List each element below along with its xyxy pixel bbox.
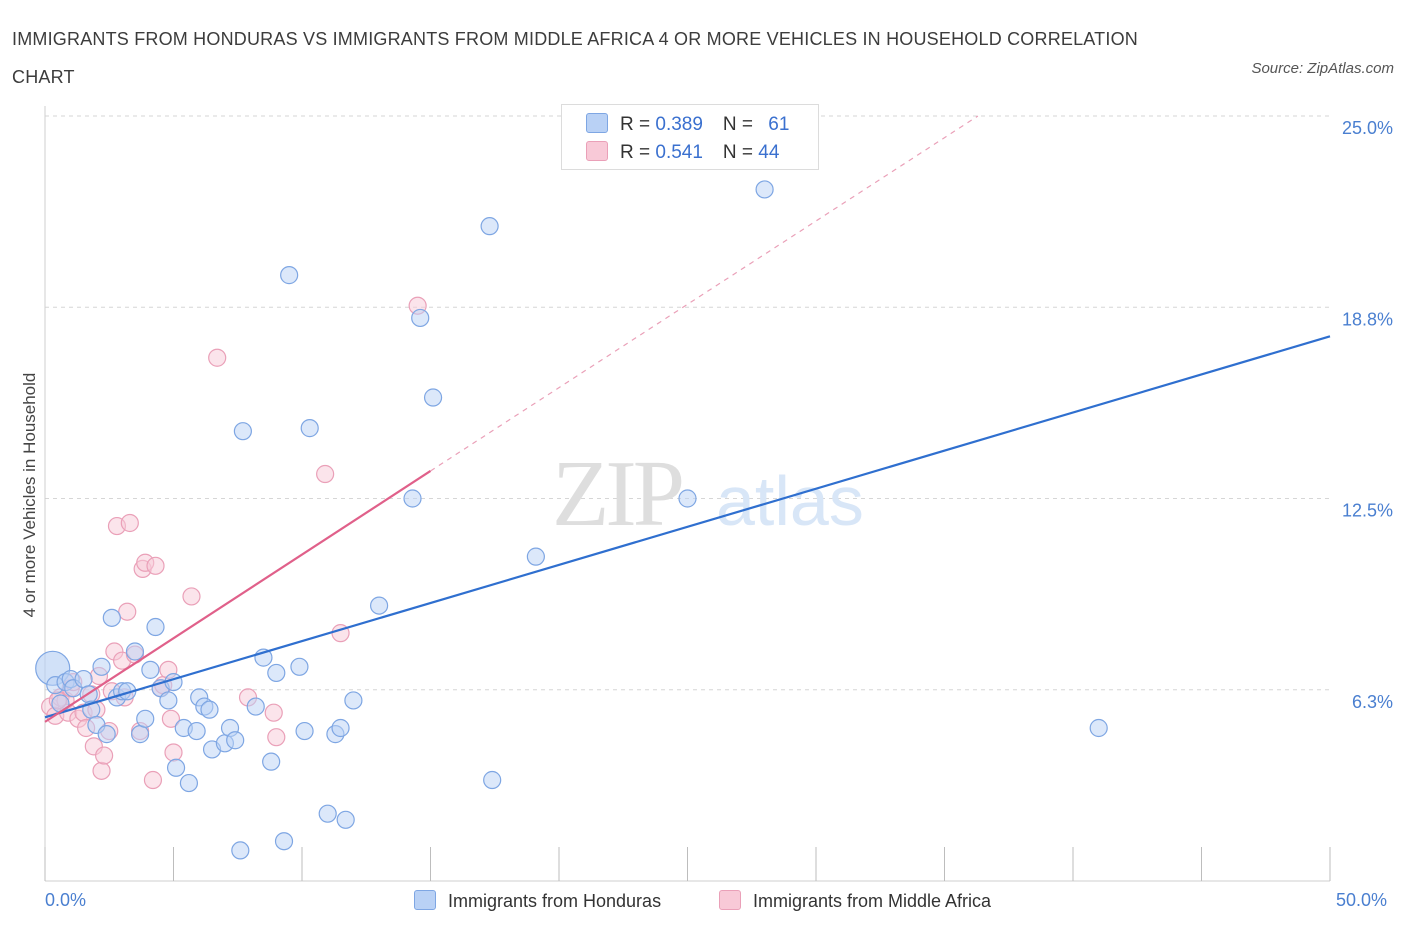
honduras-point	[262, 752, 281, 771]
middle-africa-trend-extension	[430, 115, 979, 472]
middle-africa-point	[146, 556, 165, 575]
honduras-point	[125, 642, 145, 661]
honduras-point	[295, 721, 314, 741]
honduras-point	[274, 832, 294, 851]
honduras-point	[187, 721, 206, 741]
watermark: ZIP atlas	[552, 442, 864, 546]
series-honduras	[35, 180, 1108, 860]
honduras-trend-line	[44, 335, 1331, 719]
honduras-point	[344, 691, 363, 710]
honduras-point	[1089, 718, 1108, 738]
x-axis-min-label: 0.0%	[45, 890, 87, 910]
legend-row-honduras: R = 0.389 N = 61	[586, 113, 789, 139]
honduras-point	[166, 758, 186, 777]
honduras-point	[97, 725, 116, 744]
y-tick-label: 25.0%	[1342, 118, 1393, 138]
honduras-point	[92, 657, 111, 676]
honduras-point	[403, 489, 422, 508]
bottom-legend-middle-africa: Immigrants from Middle Africa	[719, 890, 991, 912]
honduras-point	[483, 770, 502, 790]
honduras-point	[159, 691, 178, 710]
middle-africa-point	[161, 709, 181, 728]
honduras-point	[331, 718, 350, 738]
honduras-point	[102, 608, 121, 627]
legend-r-label: R =	[620, 142, 656, 163]
bottom-legend: Immigrants from Honduras Immigrants from…	[0, 890, 1406, 916]
honduras-point	[179, 773, 199, 793]
watermark-zip: ZIP	[552, 442, 682, 546]
source-label: Source: ZipAtlas.com	[1251, 60, 1394, 77]
honduras-point	[200, 700, 219, 719]
honduras-point	[74, 669, 93, 689]
middle-africa-point	[182, 587, 201, 606]
y-tick-label: 12.5%	[1342, 501, 1393, 521]
honduras-point	[480, 217, 499, 236]
y-tick-labels: 25.0% 18.8% 12.5% 6.3%	[1342, 118, 1393, 712]
middle-africa-point	[120, 513, 139, 533]
honduras-point	[290, 657, 309, 676]
legend-n-value: 61	[768, 114, 790, 135]
middle-africa-point	[92, 761, 111, 780]
honduras-point	[136, 709, 155, 728]
legend: R = 0.389 N = 61 R = 0.541 N = 44	[561, 104, 819, 170]
honduras-point	[370, 596, 389, 615]
legend-r-value: 0.541	[655, 142, 703, 163]
y-tick-label: 18.8%	[1342, 309, 1393, 329]
honduras-point	[233, 422, 252, 441]
honduras-point	[226, 731, 245, 750]
middle-africa-point	[95, 746, 114, 765]
honduras-point	[755, 180, 774, 199]
series-middle-africa	[41, 296, 427, 790]
honduras-swatch	[414, 890, 436, 910]
honduras-point	[141, 660, 160, 679]
legend-n-label: N =	[722, 114, 759, 135]
honduras-point	[300, 419, 319, 438]
bottom-legend-honduras-label: Immigrants from Honduras	[448, 891, 662, 911]
honduras-point	[130, 725, 150, 744]
trend-lines	[44, 115, 1331, 723]
middle-africa-point	[267, 728, 286, 747]
chart-title: IMMIGRANTS FROM HONDURAS VS IMMIGRANTS F…	[12, 29, 1138, 87]
bottom-legend-honduras: Immigrants from Honduras	[414, 890, 661, 912]
honduras-point	[411, 308, 430, 328]
honduras-point	[526, 547, 545, 566]
axes	[44, 106, 1331, 882]
honduras-swatch	[586, 113, 608, 133]
bottom-legend-middle-africa-label: Immigrants from Middle Africa	[753, 891, 992, 911]
middle-africa-point	[143, 770, 163, 790]
middle-africa-point	[118, 602, 137, 621]
legend-row-middle-africa: R = 0.541 N = 44	[586, 141, 779, 167]
middle-africa-point	[264, 703, 283, 722]
honduras-point	[146, 617, 165, 637]
middle-africa-point	[164, 743, 183, 762]
middle-africa-trend-line	[44, 470, 432, 723]
y-tick-label: 6.3%	[1352, 692, 1393, 712]
middle-africa-swatch	[719, 890, 741, 910]
middle-africa-point	[316, 464, 335, 484]
honduras-point	[336, 810, 355, 829]
middle-africa-point	[208, 348, 227, 367]
legend-r-label: R =	[620, 114, 656, 135]
legend-n-label: N =	[722, 142, 759, 163]
honduras-point	[246, 697, 265, 716]
honduras-point	[280, 266, 299, 285]
x-axis-max-label: 50.0%	[1336, 890, 1388, 910]
honduras-point	[318, 804, 337, 823]
honduras-point	[423, 388, 443, 407]
watermark-atlas: atlas	[716, 462, 864, 540]
honduras-point	[231, 841, 250, 860]
middle-africa-swatch	[586, 141, 608, 161]
legend-r-value: 0.389	[655, 114, 703, 135]
gridlines	[45, 115, 1330, 691]
honduras-point	[267, 663, 286, 683]
honduras-point	[51, 694, 70, 713]
legend-n-value: 44	[758, 142, 780, 163]
honduras-point	[678, 489, 697, 508]
